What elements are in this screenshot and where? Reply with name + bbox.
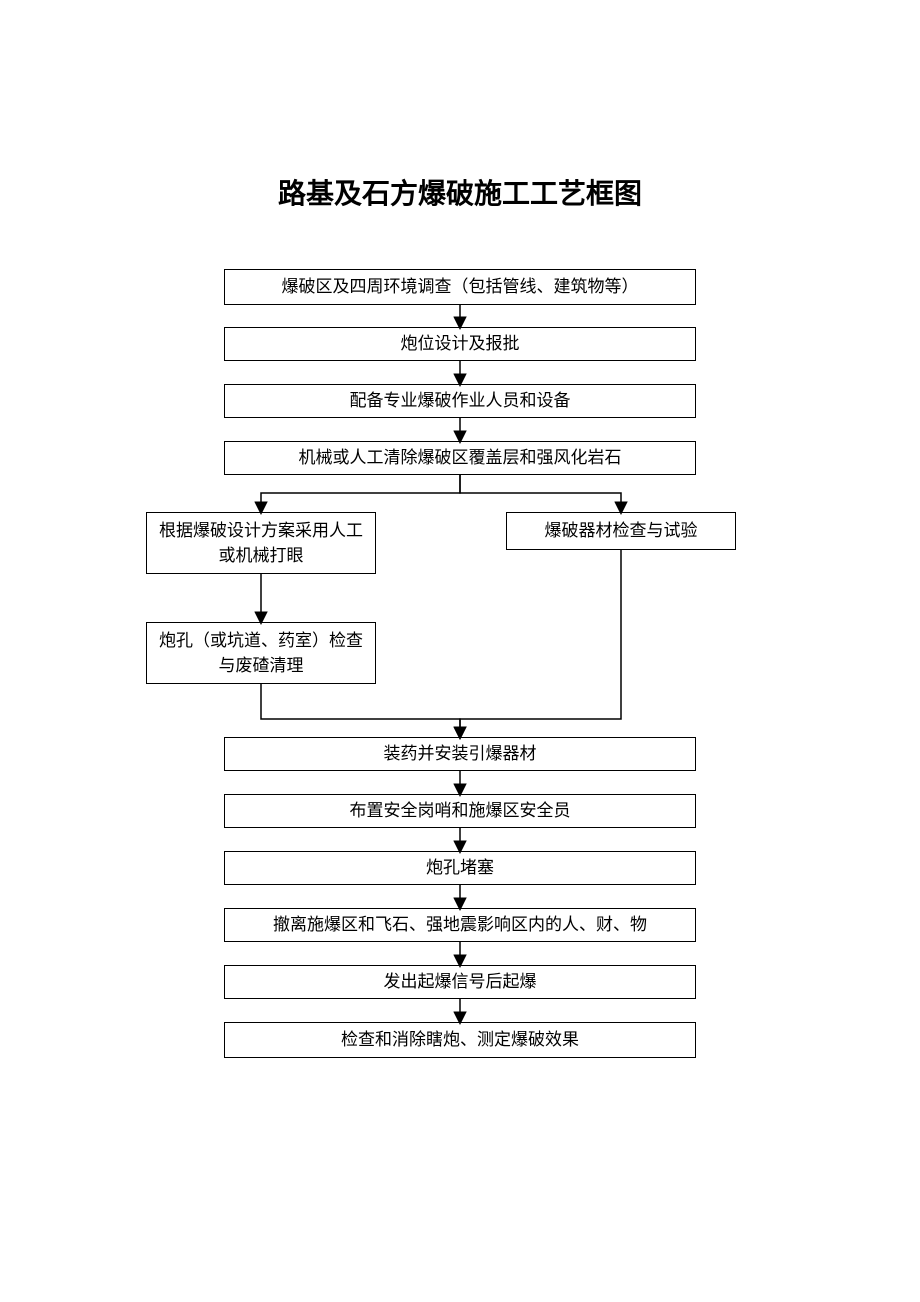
- flowchart-node: 检查和消除瞎炮、测定爆破效果: [224, 1022, 696, 1058]
- flowchart-node: 装药并安装引爆器材: [224, 737, 696, 771]
- flowchart-node: 根据爆破设计方案采用人工或机械打眼: [146, 512, 376, 574]
- flowchart-node: 发出起爆信号后起爆: [224, 965, 696, 999]
- flowchart-node: 机械或人工清除爆破区覆盖层和强风化岩石: [224, 441, 696, 475]
- page-title: 路基及石方爆破施工工艺框图: [0, 172, 920, 212]
- flowchart-node: 配备专业爆破作业人员和设备: [224, 384, 696, 418]
- flowchart-node: 炮孔堵塞: [224, 851, 696, 885]
- flowchart-node: 炮位设计及报批: [224, 327, 696, 361]
- flowchart-node: 布置安全岗哨和施爆区安全员: [224, 794, 696, 828]
- flowchart-node: 撤离施爆区和飞石、强地震影响区内的人、财、物: [224, 908, 696, 942]
- flowchart-node: 炮孔（或坑道、药室）检查与废碴清理: [146, 622, 376, 684]
- flowchart-node: 爆破区及四周环境调查（包括管线、建筑物等）: [224, 269, 696, 305]
- flowchart-node: 爆破器材检查与试验: [506, 512, 736, 550]
